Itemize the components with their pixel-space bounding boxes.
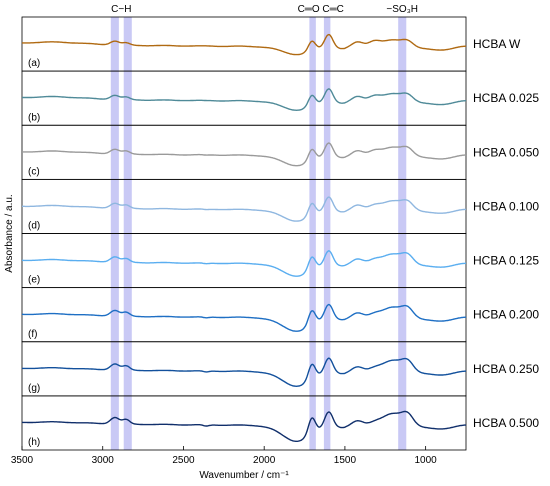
series-label: HCBA 0.100 bbox=[473, 199, 539, 213]
band-label: C−H bbox=[111, 4, 131, 15]
panel-letter: (a) bbox=[28, 58, 40, 69]
spectrum-line bbox=[22, 250, 466, 277]
series-label: HCBA 0.250 bbox=[473, 362, 539, 376]
series-label: HCBA W bbox=[473, 37, 521, 51]
panel-letter: (b) bbox=[28, 112, 40, 123]
panel-letter: (e) bbox=[28, 275, 40, 286]
series-label: HCBA 0.050 bbox=[473, 145, 539, 159]
band-labels: C−H C═O C═C −SO₃H bbox=[111, 4, 418, 15]
band-label: C═C bbox=[322, 4, 344, 15]
spectrum-panels: (a) (b) (c) (d) (e) (f) (g) (h) bbox=[21, 16, 467, 451]
series-label: HCBA 0.025 bbox=[473, 91, 539, 105]
band-label: C═O bbox=[298, 4, 320, 15]
panel-7: (h) bbox=[21, 395, 467, 451]
x-tick-label: 1500 bbox=[334, 455, 357, 466]
x-tick-label: 2000 bbox=[253, 455, 276, 466]
series-label: HCBA 0.125 bbox=[473, 254, 539, 268]
spectrum-line bbox=[22, 142, 467, 167]
spectrum-line bbox=[21, 410, 466, 442]
x-axis: 3500 3000 2500 2000 1500 1000 bbox=[11, 446, 437, 466]
panel-letter: (d) bbox=[28, 221, 40, 232]
y-axis-title: Absorbance / a.u. bbox=[4, 194, 15, 272]
spectrum-line bbox=[22, 33, 466, 56]
spectrum-line bbox=[21, 357, 467, 388]
series-labels: HCBA W HCBA 0.025 HCBA 0.050 HCBA 0.100 HCBA… bbox=[473, 37, 539, 430]
panel-letter: (f) bbox=[28, 329, 37, 340]
spectrum-line bbox=[22, 303, 466, 332]
band-label: −SO₃H bbox=[386, 4, 418, 15]
spectrum-line bbox=[22, 196, 466, 222]
x-tick-label: 3000 bbox=[92, 455, 115, 466]
panel-letter: (g) bbox=[28, 383, 40, 394]
x-tick-label: 2500 bbox=[172, 455, 195, 466]
spectrum-line bbox=[22, 88, 466, 112]
x-axis-title: Wavenumber / cm⁻¹ bbox=[199, 470, 289, 481]
series-label: HCBA 0.500 bbox=[473, 416, 539, 430]
panel-letter: (c) bbox=[28, 166, 40, 177]
x-tick-label: 3500 bbox=[11, 455, 34, 466]
panel-letter: (h) bbox=[28, 437, 40, 448]
series-label: HCBA 0.200 bbox=[473, 308, 539, 322]
x-tick-label: 1000 bbox=[415, 455, 438, 466]
